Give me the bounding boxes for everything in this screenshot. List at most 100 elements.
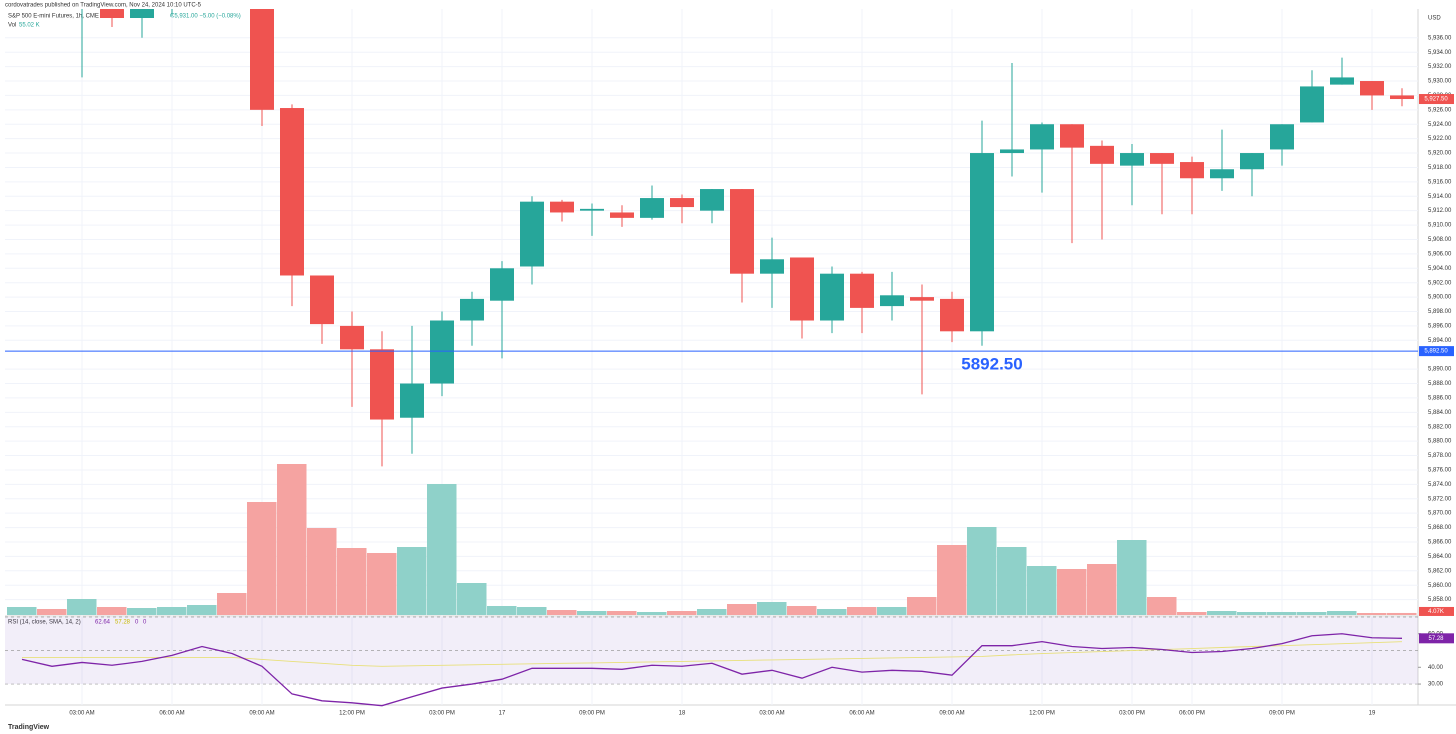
- y-tick-label: 5,894.00: [1428, 338, 1452, 344]
- candle-body: [940, 298, 964, 332]
- rsi-legend-value: 0: [135, 620, 139, 626]
- y-tick-label: 5,932.00: [1428, 64, 1452, 70]
- y-tick-label: 5,910.00: [1428, 223, 1452, 229]
- volume-bar: [277, 464, 307, 615]
- y-tick-label: 5,886.00: [1428, 396, 1452, 402]
- x-tick-label: 09:00 PM: [1269, 711, 1295, 717]
- candle-body: [1090, 145, 1114, 164]
- volume-bar: [247, 502, 277, 615]
- candle-body: [1390, 95, 1414, 100]
- y-tick-label: 5,908.00: [1428, 237, 1452, 243]
- y-tick-label: 5,930.00: [1428, 79, 1452, 85]
- x-tick-label: 09:00 AM: [939, 711, 964, 717]
- x-tick-label: 19: [1369, 711, 1376, 717]
- y-tick-label: 5,936.00: [1428, 35, 1452, 41]
- volume-bar: [877, 607, 907, 615]
- volume-bar: [67, 599, 97, 615]
- volume-bar: [37, 609, 67, 615]
- y-tick-label: 5,926.00: [1428, 107, 1452, 113]
- rsi-legend-value: 62.64: [95, 620, 111, 626]
- y-tick-label: 5,858.00: [1428, 597, 1452, 603]
- x-tick-label: 17: [499, 711, 506, 717]
- candle-body: [640, 198, 664, 218]
- volume-bar: [1327, 611, 1357, 615]
- volume-bar: [847, 607, 877, 615]
- candle-body: [1060, 124, 1084, 148]
- footer-logo: TradingView: [8, 724, 50, 731]
- volume-bar: [787, 606, 817, 615]
- volume-bar: [667, 611, 697, 615]
- candle-body: [280, 108, 304, 276]
- volume-bar: [577, 611, 607, 615]
- volume-bar: [607, 611, 637, 615]
- last-price-box: [1419, 94, 1454, 105]
- candle-body: [1270, 124, 1294, 150]
- y-tick-label: 5,920.00: [1428, 151, 1452, 157]
- x-tick-label: 03:00 PM: [1119, 711, 1145, 717]
- grid: [5, 9, 1418, 705]
- y-tick-label: 5,922.00: [1428, 136, 1452, 142]
- x-tick-label: 12:00 PM: [339, 711, 365, 717]
- volume-bar: [1267, 612, 1297, 615]
- volume-bar: [457, 583, 487, 615]
- y-tick-label: 5,906.00: [1428, 251, 1452, 257]
- y-tick-label: 5,876.00: [1428, 468, 1452, 474]
- y-tick-label: 5,880.00: [1428, 439, 1452, 445]
- rsi-legend-value: 0: [143, 620, 147, 626]
- volume-bar: [1147, 597, 1177, 615]
- x-tick-label: 03:00 PM: [429, 711, 455, 717]
- volume-legend: 55.02 K: [19, 23, 40, 29]
- volume-bar: [637, 612, 667, 615]
- volume-bar: [757, 602, 787, 615]
- volume-bar: [697, 609, 727, 615]
- candle-body: [310, 275, 334, 325]
- candle-body: [400, 383, 424, 418]
- volume-bar: [367, 553, 397, 615]
- x-tick-label: 06:00 AM: [159, 711, 184, 717]
- quote: C5,931.00 −5.00 (−0.08%): [170, 14, 241, 20]
- rsi-legend-value: 57.28: [115, 620, 131, 626]
- candle-body: [970, 153, 994, 332]
- volume-bar: [1237, 612, 1267, 615]
- candle-body: [550, 201, 574, 213]
- y-tick-label: 5,890.00: [1428, 367, 1452, 373]
- candle-body: [850, 273, 874, 308]
- y-tick-label: 5,884.00: [1428, 410, 1452, 416]
- y-tick-label: 5,866.00: [1428, 540, 1452, 546]
- y-tick-label: 5,900.00: [1428, 295, 1452, 301]
- candle-body: [910, 297, 934, 301]
- volume-bar: [1207, 611, 1237, 615]
- volume-bar: [337, 548, 367, 615]
- candle-body: [1030, 124, 1054, 150]
- volume-bar: [1387, 612, 1417, 615]
- volume-bar: [1117, 540, 1147, 615]
- rsi-tick-label: 30.00: [1428, 682, 1444, 688]
- volume-bar: [97, 607, 127, 615]
- x-tick-label: 03:00 AM: [69, 711, 94, 717]
- volume-last-box: [1419, 606, 1454, 616]
- volume-bar: [1297, 612, 1327, 615]
- y-tick-label: 5,916.00: [1428, 179, 1452, 185]
- y-tick-label: 5,860.00: [1428, 583, 1452, 589]
- volume-bar: [187, 605, 217, 615]
- symbol-title: S&P 500 E-mini Futures, 1h, CME: [8, 14, 99, 20]
- y-tick-label: 5,888.00: [1428, 381, 1452, 387]
- volume-bar: [907, 597, 937, 615]
- volume-bar: [517, 607, 547, 615]
- x-tick-label: 06:00 AM: [849, 711, 874, 717]
- y-tick-label: 5,868.00: [1428, 525, 1452, 531]
- rsi-sma-line: [22, 641, 1403, 667]
- volume-bar: [727, 604, 757, 615]
- volume-bar: [157, 607, 187, 615]
- volume-bar: [397, 547, 427, 615]
- candle-body: [1300, 86, 1324, 123]
- candle-body: [460, 298, 484, 321]
- x-tick-label: 09:00 PM: [579, 711, 605, 717]
- volume-bar: [967, 527, 997, 615]
- candle-body: [880, 295, 904, 307]
- candle-body: [610, 212, 634, 218]
- y-tick-label: 5,874.00: [1428, 482, 1452, 488]
- last-price-label: 5,927.50: [1424, 97, 1448, 103]
- y-tick-label: 5,918.00: [1428, 165, 1452, 171]
